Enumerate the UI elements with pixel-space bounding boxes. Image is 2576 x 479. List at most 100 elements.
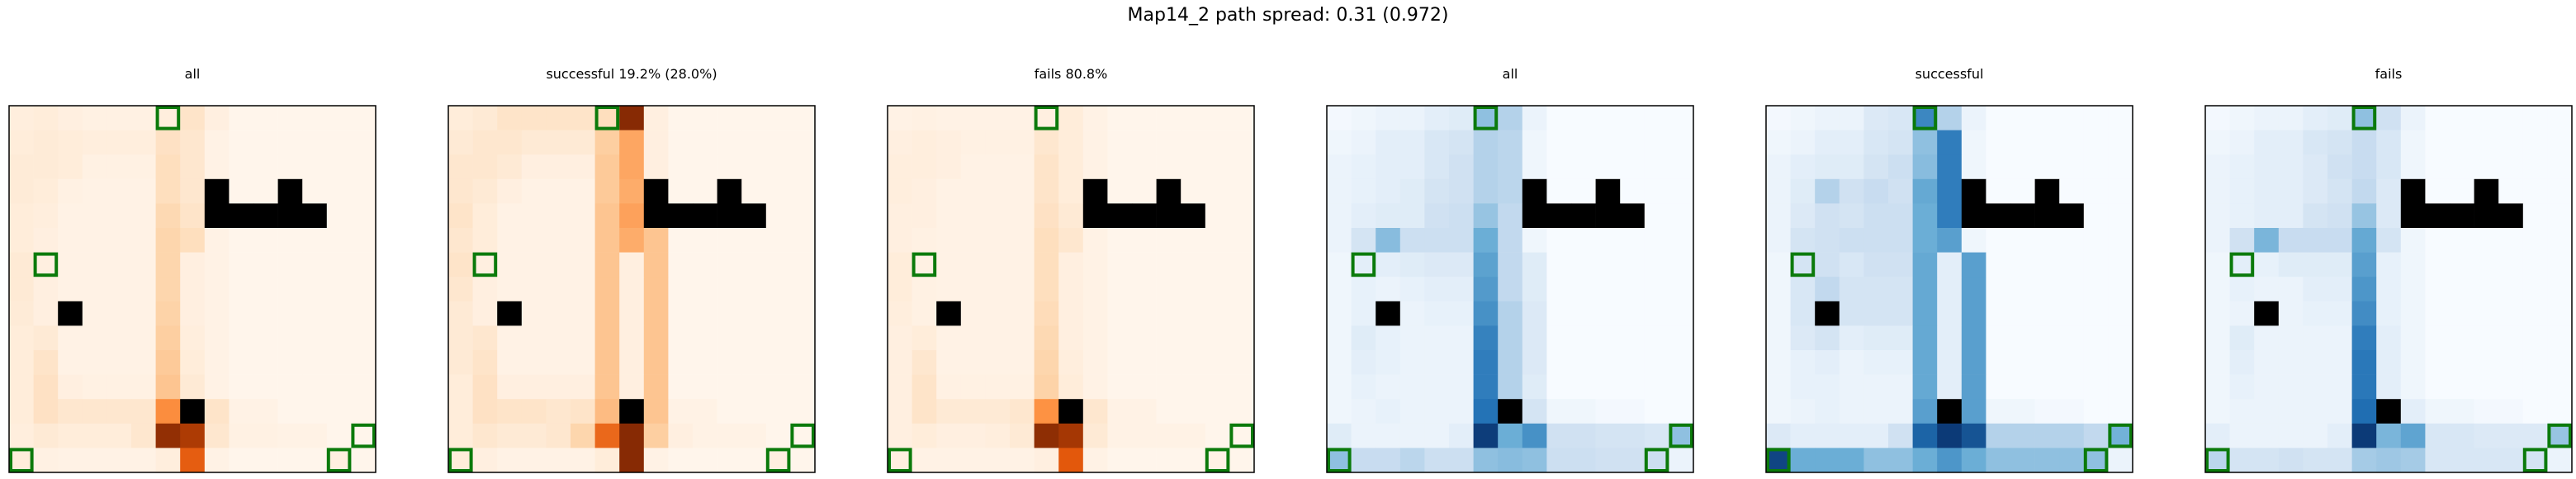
- heat-cell: [1058, 277, 1083, 301]
- heat-cell: [668, 350, 693, 375]
- heat-cell: [2401, 154, 2426, 179]
- heat-cell: [766, 203, 791, 228]
- heat-cell: [497, 325, 522, 350]
- heat-cell: [1863, 179, 1888, 204]
- heat-cell: [522, 130, 547, 155]
- heat-cell: [1205, 325, 1230, 350]
- heat-cell: [58, 130, 83, 155]
- heat-cell: [2474, 325, 2499, 350]
- heat-cell: [2352, 106, 2377, 130]
- heat-cell: [1376, 350, 1400, 375]
- heat-cell: [766, 325, 791, 350]
- heat-cell: [1962, 448, 1986, 472]
- heat-cell: [2376, 203, 2401, 228]
- heat-cell: [1058, 130, 1083, 155]
- heat-cell: [302, 375, 327, 400]
- heat-cell: [1327, 179, 1352, 204]
- heat-cell: [2450, 301, 2474, 326]
- heat-cell: [2254, 350, 2279, 375]
- heat-cell: [1132, 301, 1157, 326]
- heat-cell: [83, 203, 107, 228]
- heat-cell: [1157, 301, 1181, 326]
- heat-cell: [1107, 325, 1132, 350]
- wall-cell: [644, 179, 669, 204]
- heat-cell: [1474, 154, 1499, 179]
- heat-cell: [1546, 375, 1571, 400]
- wall-cell: [1157, 179, 1181, 204]
- heat-cell: [1815, 350, 1840, 375]
- heat-cell: [2084, 106, 2109, 130]
- heat-cell: [1986, 228, 2010, 253]
- heat-cell: [1083, 301, 1108, 326]
- heat-cell: [473, 424, 498, 448]
- heat-cell: [2376, 277, 2401, 301]
- heat-cell: [2376, 375, 2401, 400]
- heat-cell: [1937, 350, 1962, 375]
- heat-cell: [522, 325, 547, 350]
- heat-cell: [912, 106, 937, 130]
- heat-cell: [888, 325, 912, 350]
- heat-cell: [1571, 130, 1596, 155]
- heat-cell: [1107, 277, 1132, 301]
- heat-cell: [1010, 106, 1035, 130]
- heat-cell: [1596, 228, 1621, 253]
- heat-cell: [961, 228, 986, 253]
- heat-cell: [253, 424, 278, 448]
- heat-cell: [2327, 424, 2352, 448]
- heat-cell: [766, 106, 791, 130]
- heat-cell: [448, 424, 473, 448]
- heat-cell: [1010, 130, 1035, 155]
- heat-cell: [1083, 154, 1108, 179]
- heat-cell: [34, 154, 59, 179]
- heat-cell: [278, 301, 303, 326]
- heat-cell: [546, 350, 571, 375]
- heat-cell: [253, 448, 278, 472]
- heat-cell: [888, 350, 912, 375]
- heat-cell: [107, 350, 131, 375]
- heat-cell: [1157, 130, 1181, 155]
- heat-cell: [34, 203, 59, 228]
- heat-cell: [1205, 301, 1230, 326]
- heat-cell: [766, 301, 791, 326]
- heat-cell: [1546, 106, 1571, 130]
- heat-cell: [1815, 106, 1840, 130]
- heat-cell: [1962, 375, 1986, 400]
- heat-cell: [619, 253, 644, 277]
- heat-cell: [790, 399, 815, 424]
- heat-cell: [2254, 399, 2279, 424]
- heat-cell: [1229, 325, 1254, 350]
- heat-cell: [2523, 424, 2548, 448]
- heat-cell: [2547, 350, 2572, 375]
- wall-cell: [619, 399, 644, 424]
- heat-cell: [327, 154, 352, 179]
- heat-cell: [693, 154, 717, 179]
- heat-cell: [1058, 106, 1083, 130]
- heat-cell: [1571, 448, 1596, 472]
- heat-cell: [1815, 448, 1840, 472]
- heat-cell: [302, 277, 327, 301]
- heat-cell: [1449, 203, 1474, 228]
- heat-cell: [1352, 350, 1376, 375]
- heat-cell: [2059, 130, 2084, 155]
- heat-cell: [1424, 424, 1449, 448]
- heat-cell: [1083, 424, 1108, 448]
- heat-cell: [448, 448, 473, 472]
- heat-cell: [2084, 179, 2109, 204]
- heat-cell: [2547, 325, 2572, 350]
- heat-cell: [9, 375, 34, 400]
- heat-cell: [1424, 325, 1449, 350]
- heat-cell: [1107, 399, 1132, 424]
- heat-cell: [1815, 179, 1840, 204]
- heat-cell: [961, 399, 986, 424]
- heat-cell: [448, 375, 473, 400]
- heat-cell: [1107, 375, 1132, 400]
- heat-cell: [180, 375, 205, 400]
- heat-cell: [278, 350, 303, 375]
- heat-cell: [1400, 325, 1425, 350]
- heat-cell: [34, 253, 59, 277]
- heat-cell: [327, 301, 352, 326]
- heat-cell: [2035, 154, 2060, 179]
- heat-cell: [1424, 106, 1449, 130]
- heat-cell: [961, 301, 986, 326]
- wall-cell: [717, 203, 742, 228]
